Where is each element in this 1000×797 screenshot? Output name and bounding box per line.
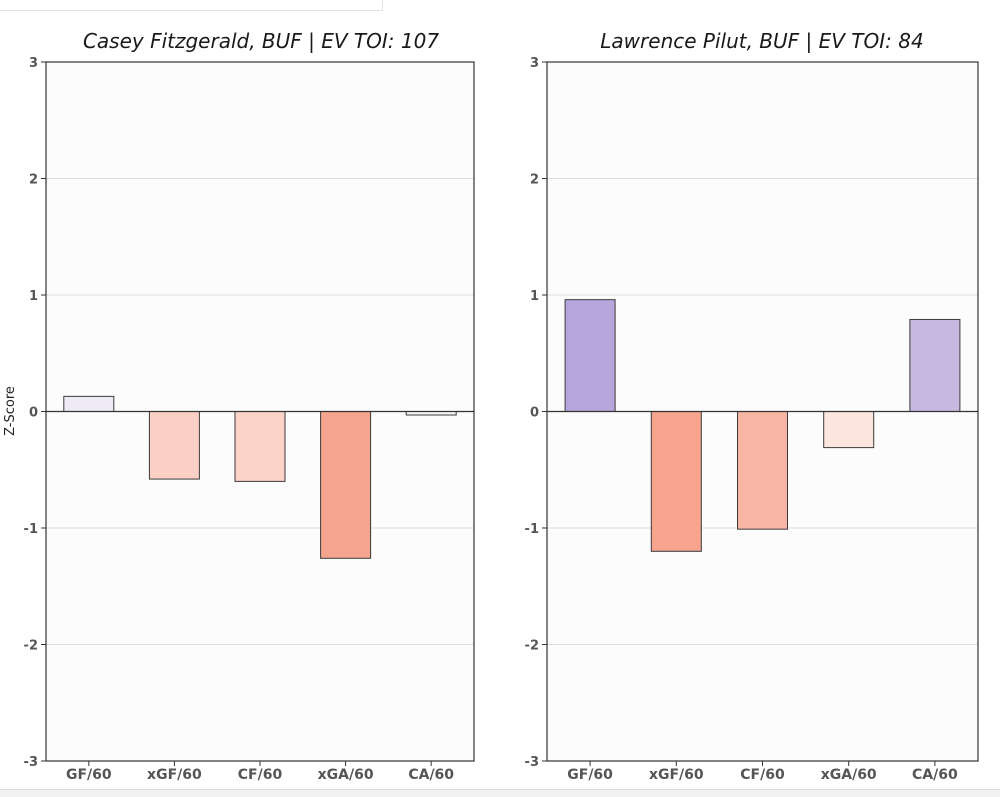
bar-gf-60	[63, 395, 115, 413]
bar-xgf-60	[650, 411, 702, 552]
x-tick-label: xGA/60	[821, 767, 877, 783]
bar-cf-60	[234, 411, 286, 482]
top-window-strip	[0, 0, 383, 11]
x-tick-label: CA/60	[408, 767, 454, 783]
y-tick-label: -3	[525, 755, 539, 770]
y-tick-label: -1	[24, 522, 38, 537]
y-tick-label: 0	[29, 406, 38, 421]
x-tick-label: xGF/60	[147, 767, 202, 783]
bar-cf-60	[737, 411, 788, 530]
x-tick-label: GF/60	[66, 767, 112, 783]
bar-ca-60	[909, 318, 961, 412]
bar-gf-60	[564, 299, 616, 412]
x-tick-label: xGF/60	[649, 767, 704, 783]
y-tick-label: 2	[530, 173, 539, 188]
y-tick-label: 1	[530, 289, 539, 304]
bar-xga-60	[823, 411, 875, 449]
bottom-scrollbar-track[interactable]	[0, 789, 1000, 797]
x-tick-label: xGA/60	[318, 767, 374, 783]
y-tick-label: -2	[525, 639, 539, 654]
chart-title: Lawrence Pilut, BUF | EV TOI: 84	[600, 29, 923, 53]
plot-frame-2	[546, 61, 979, 762]
x-tick-label: GF/60	[567, 767, 613, 783]
plot-frame-1	[45, 61, 475, 762]
y-tick-label: 0	[530, 406, 539, 421]
y-tick-label: -1	[525, 522, 539, 537]
chart-title: Casey Fitzgerald, BUF | EV TOI: 107	[83, 29, 439, 53]
y-tick-label: 2	[29, 173, 38, 188]
x-tick-label: CA/60	[912, 767, 958, 783]
y-tick-label: 3	[530, 56, 539, 71]
y-tick-label: -3	[24, 755, 38, 770]
x-tick-label: CF/60	[238, 767, 283, 783]
y-axis-label: Z-Score	[3, 386, 18, 436]
y-tick-label: 3	[29, 56, 38, 71]
bar-xga-60	[320, 411, 372, 559]
y-tick-label: 1	[29, 289, 38, 304]
y-tick-label: -2	[24, 639, 38, 654]
bar-xgf-60	[148, 411, 200, 480]
x-tick-label: CF/60	[740, 767, 785, 783]
